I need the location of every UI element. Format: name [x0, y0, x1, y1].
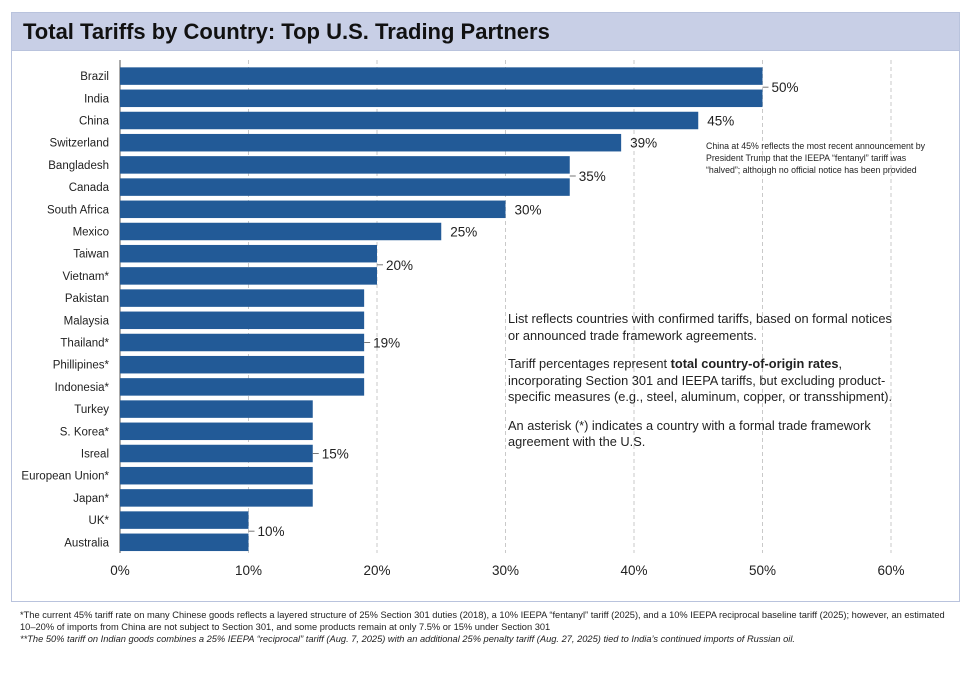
x-tick-label-20: 20% — [363, 563, 390, 578]
category-label-malaysia: Malaysia — [64, 315, 110, 327]
bar-phillipines — [120, 355, 365, 374]
category-label-pakistan: Pakistan — [65, 293, 109, 305]
category-label-brazil: Brazil — [80, 71, 109, 83]
bar-turkey — [120, 400, 313, 418]
bar-s-korea — [120, 422, 313, 441]
chart-notes: List reflects countries with confirmed t… — [508, 311, 898, 463]
bar-china — [120, 111, 699, 130]
bar-taiwan — [120, 244, 377, 263]
data-label-3: 35% — [579, 169, 606, 184]
bar-mexico — [120, 222, 442, 241]
category-label-vietnam: Vietnam* — [63, 271, 110, 283]
category-label-phillipines: Phillipines* — [53, 360, 110, 372]
bar-australia — [120, 533, 249, 552]
x-tick-label-50: 50% — [749, 563, 776, 578]
bar-pakistan — [120, 289, 365, 307]
data-label-2: 39% — [630, 136, 657, 151]
data-label-7: 19% — [373, 336, 400, 351]
x-tick-label-0: 0% — [110, 563, 130, 578]
category-label-taiwan: Taiwan — [73, 249, 109, 261]
category-label-uk: UK* — [89, 515, 110, 527]
category-label-south-africa: South Africa — [47, 204, 110, 216]
data-label-8: 15% — [322, 447, 349, 462]
bar-south-africa — [120, 200, 506, 219]
category-label-bangladesh: Bangladesh — [48, 160, 109, 172]
data-label-1: 45% — [707, 114, 734, 129]
x-tick-label-40: 40% — [620, 563, 647, 578]
category-label-china: China — [79, 116, 110, 128]
title-band: Total Tariffs by Country: Top U.S. Tradi… — [12, 13, 959, 51]
list-note: List reflects countries with confirmed t… — [508, 311, 892, 343]
bar-india — [120, 89, 763, 108]
data-label-5: 25% — [450, 225, 477, 240]
bar-canada — [120, 178, 570, 196]
data-label-9: 10% — [258, 524, 285, 539]
footnote-india: **The 50% tariff on Indian goods combine… — [20, 634, 796, 645]
data-label-4: 30% — [515, 202, 542, 217]
bar-thailand — [120, 333, 365, 352]
china-annotation: China at 45% reflects the most recent an… — [706, 141, 926, 175]
chart-title: Total Tariffs by Country: Top U.S. Tradi… — [23, 19, 550, 44]
bar-brazil — [120, 67, 763, 85]
bar-isreal — [120, 444, 313, 463]
x-tick-label-60: 60% — [877, 563, 904, 578]
bar-bangladesh — [120, 156, 570, 174]
category-label-thailand: Thailand* — [60, 338, 109, 350]
footnotes: *The current 45% tariff rate on many Chi… — [20, 609, 950, 646]
asterisk-note: An asterisk (*) indicates a country with… — [508, 417, 871, 450]
footnote-china: *The current 45% tariff rate on many Chi… — [20, 610, 945, 633]
category-label-turkey: Turkey — [74, 404, 109, 416]
x-tick-label-30: 30% — [492, 563, 519, 578]
category-label-canada: Canada — [69, 182, 110, 194]
bar-european-union — [120, 466, 313, 485]
bar-indonesia — [120, 378, 365, 396]
data-label-0: 50% — [772, 80, 799, 95]
rates-note-emphasis: total country-of-origin rates — [670, 356, 839, 371]
bar-malaysia — [120, 311, 365, 330]
x-tick-label-10: 10% — [235, 563, 262, 578]
category-label-s-korea: S. Korea* — [60, 426, 110, 438]
bar-uk — [120, 511, 249, 529]
bar-japan — [120, 489, 313, 507]
rates-note: Tariff percentages represent total count… — [508, 356, 893, 404]
category-label-indonesia: Indonesia* — [55, 382, 110, 394]
data-label-6: 20% — [386, 258, 413, 273]
category-label-switzerland: Switzerland — [50, 138, 109, 150]
bar-switzerland — [120, 133, 622, 152]
category-label-mexico: Mexico — [73, 227, 109, 239]
category-label-isreal: Isreal — [81, 449, 109, 461]
category-label-australia: Australia — [64, 537, 109, 549]
category-label-japan: Japan* — [73, 493, 109, 505]
bar-vietnam — [120, 267, 377, 285]
category-label-india: India — [84, 93, 110, 105]
category-label-european-union: European Union* — [21, 471, 109, 483]
